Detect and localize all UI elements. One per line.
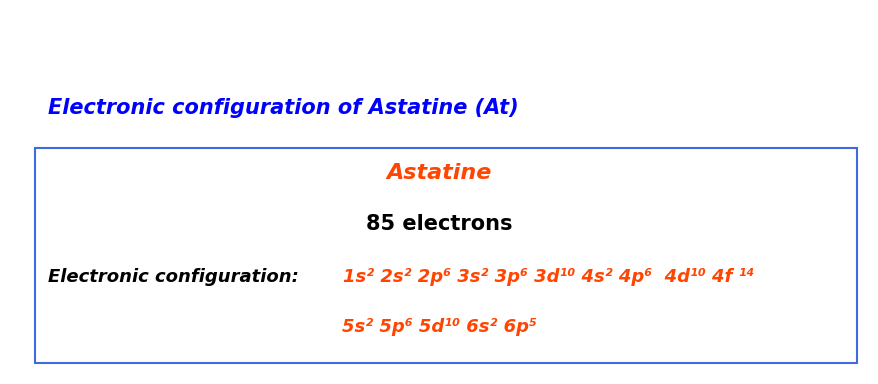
Text: 1s² 2s² 2p⁶ 3s² 3p⁶ 3d¹⁰ 4s² 4p⁶  4d¹⁰ 4f ¹⁴: 1s² 2s² 2p⁶ 3s² 3p⁶ 3d¹⁰ 4s² 4p⁶ 4d¹⁰ 4f…: [342, 268, 753, 286]
FancyBboxPatch shape: [35, 148, 856, 363]
Text: 5s² 5p⁶ 5d¹⁰ 6s² 6p⁵: 5s² 5p⁶ 5d¹⁰ 6s² 6p⁵: [342, 318, 536, 336]
Text: Electronic configuration of Astatine (At): Electronic configuration of Astatine (At…: [48, 98, 518, 118]
Text: Astatine: Astatine: [386, 162, 492, 182]
Text: Electronic configuration:: Electronic configuration:: [48, 268, 306, 286]
Text: 85 electrons: 85 electrons: [366, 214, 512, 234]
